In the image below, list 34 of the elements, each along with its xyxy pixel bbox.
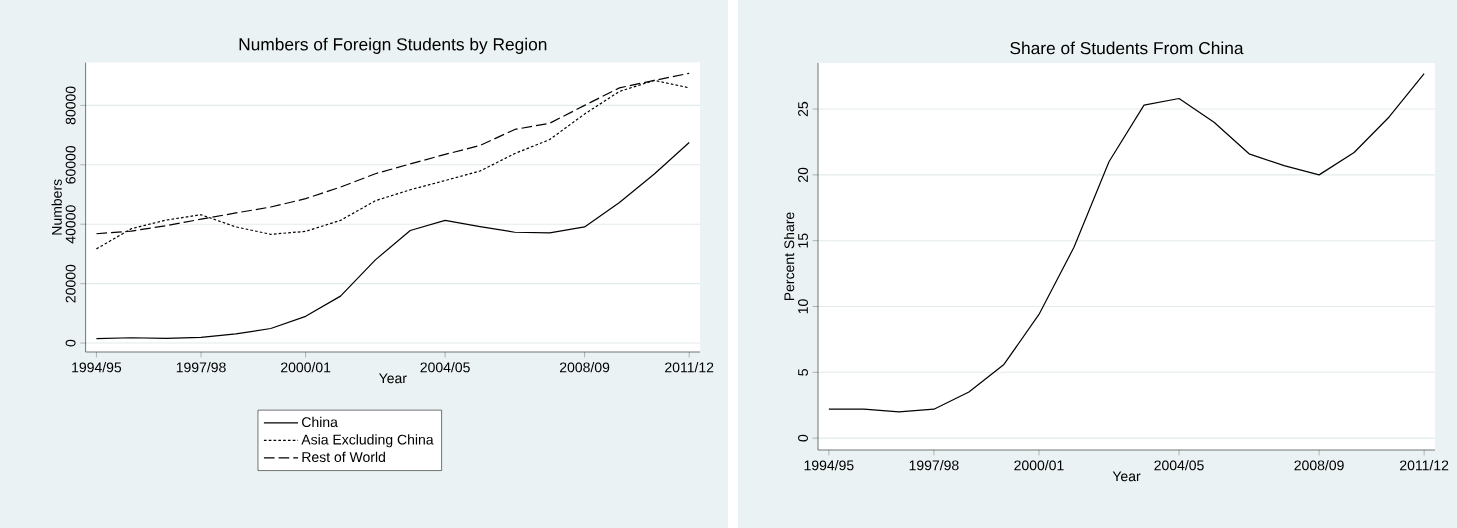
x-tick-label: 2011/12: [665, 362, 714, 373]
y-tick-label: 60000: [65, 145, 76, 184]
y-axis-title: Numbers: [51, 179, 62, 235]
y-tick-label: 10: [798, 299, 808, 314]
x-tick-label: 1994/95: [72, 362, 122, 373]
x-tick-label: 2000/01: [1014, 460, 1064, 471]
y-tick-label: 20000: [65, 264, 76, 303]
line-series: [95, 141, 690, 340]
legend-label: Rest of World: [302, 451, 385, 463]
legend-label: Asia Excluding China: [301, 434, 434, 448]
chart-title: Numbers of Foreign Students by Region: [239, 37, 547, 54]
y-tick-label: 5: [798, 369, 808, 376]
y-tick-label: 40000: [65, 205, 76, 244]
line-series: [828, 72, 1425, 413]
y-tick-label: 0: [798, 434, 808, 442]
y-tick-label: 25: [798, 101, 808, 117]
x-tick-label: 2004/05: [420, 362, 470, 373]
y-axis-title: Percent Share: [783, 212, 795, 301]
x-tick-label: 1997/98: [176, 362, 226, 373]
x-axis-title: Year: [1112, 471, 1141, 482]
y-tick-label: 80000: [65, 86, 76, 125]
chart-title: Share of Students From China: [1010, 41, 1244, 55]
y-tick-label: 15: [798, 233, 808, 248]
x-tick-label: 1994/95: [804, 460, 854, 471]
x-axis-title: Year: [378, 373, 407, 384]
x-tick-label: 2008/09: [560, 362, 610, 373]
x-tick-label: 2008/09: [1294, 460, 1344, 471]
legend-label: China: [302, 416, 338, 428]
x-tick-label: 2004/05: [1154, 460, 1204, 471]
x-tick-label: 2011/12: [1400, 460, 1449, 471]
y-tick-label: 0: [65, 339, 76, 347]
x-tick-label: 1997/98: [909, 460, 959, 471]
y-tick-label: 20: [798, 167, 808, 182]
x-tick-label: 2000/01: [281, 362, 331, 373]
